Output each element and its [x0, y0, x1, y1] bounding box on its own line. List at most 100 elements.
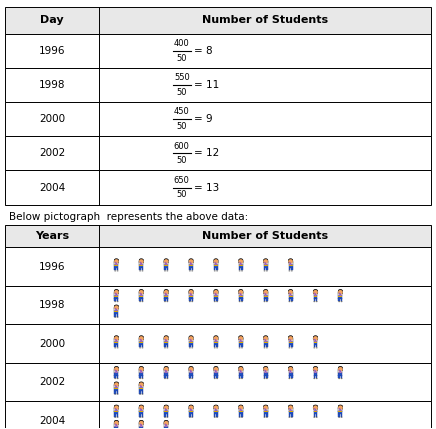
- Circle shape: [313, 367, 318, 372]
- Ellipse shape: [142, 393, 143, 395]
- FancyBboxPatch shape: [140, 391, 141, 393]
- Circle shape: [238, 405, 243, 410]
- Ellipse shape: [164, 420, 169, 423]
- FancyBboxPatch shape: [117, 299, 118, 301]
- FancyBboxPatch shape: [216, 414, 218, 417]
- Circle shape: [164, 405, 169, 410]
- Ellipse shape: [289, 405, 293, 407]
- FancyBboxPatch shape: [189, 268, 191, 270]
- Ellipse shape: [164, 405, 168, 407]
- FancyBboxPatch shape: [313, 373, 317, 374]
- Ellipse shape: [114, 405, 119, 407]
- FancyBboxPatch shape: [140, 342, 143, 343]
- FancyBboxPatch shape: [289, 414, 290, 417]
- Ellipse shape: [291, 378, 293, 379]
- FancyBboxPatch shape: [140, 388, 143, 389]
- FancyBboxPatch shape: [214, 293, 218, 296]
- Ellipse shape: [238, 405, 243, 408]
- Circle shape: [263, 405, 268, 410]
- FancyBboxPatch shape: [5, 136, 431, 170]
- Circle shape: [214, 406, 218, 410]
- Circle shape: [189, 290, 193, 294]
- Ellipse shape: [164, 366, 168, 369]
- FancyBboxPatch shape: [264, 373, 268, 376]
- Ellipse shape: [313, 335, 318, 338]
- FancyBboxPatch shape: [167, 299, 168, 301]
- Ellipse shape: [338, 405, 343, 407]
- FancyBboxPatch shape: [5, 363, 431, 402]
- Ellipse shape: [289, 378, 290, 379]
- Circle shape: [214, 290, 218, 295]
- FancyBboxPatch shape: [338, 293, 342, 296]
- Ellipse shape: [189, 258, 193, 261]
- Ellipse shape: [114, 378, 116, 379]
- Text: 600: 600: [174, 142, 190, 151]
- Ellipse shape: [214, 258, 218, 261]
- Ellipse shape: [264, 301, 266, 302]
- FancyBboxPatch shape: [313, 293, 317, 296]
- FancyBboxPatch shape: [289, 370, 293, 373]
- Circle shape: [114, 336, 119, 341]
- FancyBboxPatch shape: [239, 265, 243, 268]
- FancyBboxPatch shape: [140, 299, 141, 301]
- FancyBboxPatch shape: [216, 268, 218, 270]
- FancyBboxPatch shape: [264, 414, 265, 417]
- FancyBboxPatch shape: [164, 414, 166, 417]
- FancyBboxPatch shape: [338, 373, 342, 376]
- FancyBboxPatch shape: [115, 296, 118, 299]
- FancyBboxPatch shape: [115, 408, 118, 411]
- Circle shape: [139, 421, 144, 426]
- Circle shape: [238, 336, 243, 341]
- Ellipse shape: [291, 270, 293, 272]
- FancyBboxPatch shape: [239, 296, 243, 299]
- Ellipse shape: [164, 405, 169, 408]
- FancyBboxPatch shape: [264, 299, 265, 301]
- Ellipse shape: [114, 366, 119, 369]
- FancyBboxPatch shape: [164, 411, 168, 414]
- Circle shape: [114, 367, 119, 372]
- Circle shape: [338, 290, 343, 295]
- FancyBboxPatch shape: [115, 411, 118, 412]
- Circle shape: [214, 336, 218, 341]
- FancyBboxPatch shape: [164, 339, 168, 342]
- Text: 50: 50: [177, 54, 187, 63]
- Circle shape: [139, 290, 144, 295]
- FancyBboxPatch shape: [164, 344, 166, 347]
- FancyBboxPatch shape: [316, 414, 317, 417]
- FancyBboxPatch shape: [289, 268, 290, 270]
- Ellipse shape: [288, 366, 293, 369]
- FancyBboxPatch shape: [117, 268, 118, 270]
- Ellipse shape: [139, 335, 143, 338]
- FancyBboxPatch shape: [338, 408, 342, 411]
- Ellipse shape: [238, 258, 243, 261]
- Circle shape: [263, 259, 268, 264]
- FancyBboxPatch shape: [189, 342, 193, 343]
- FancyBboxPatch shape: [115, 311, 118, 312]
- Ellipse shape: [216, 270, 218, 272]
- FancyBboxPatch shape: [214, 265, 218, 266]
- Ellipse shape: [214, 366, 218, 369]
- Ellipse shape: [214, 405, 218, 408]
- Ellipse shape: [216, 378, 218, 379]
- FancyBboxPatch shape: [216, 344, 218, 347]
- Circle shape: [338, 290, 343, 294]
- Ellipse shape: [241, 301, 243, 302]
- FancyBboxPatch shape: [266, 414, 268, 417]
- Circle shape: [189, 367, 193, 372]
- Ellipse shape: [139, 301, 141, 302]
- Circle shape: [164, 260, 168, 263]
- FancyBboxPatch shape: [164, 373, 168, 374]
- Circle shape: [313, 405, 318, 410]
- Ellipse shape: [263, 290, 268, 292]
- Circle shape: [313, 406, 318, 410]
- Ellipse shape: [139, 258, 143, 261]
- FancyBboxPatch shape: [316, 344, 317, 347]
- Ellipse shape: [266, 270, 268, 272]
- FancyBboxPatch shape: [164, 375, 166, 378]
- FancyBboxPatch shape: [115, 423, 118, 427]
- FancyBboxPatch shape: [115, 265, 118, 268]
- FancyBboxPatch shape: [239, 339, 243, 342]
- Circle shape: [139, 367, 143, 372]
- Circle shape: [289, 290, 293, 294]
- Ellipse shape: [313, 366, 318, 369]
